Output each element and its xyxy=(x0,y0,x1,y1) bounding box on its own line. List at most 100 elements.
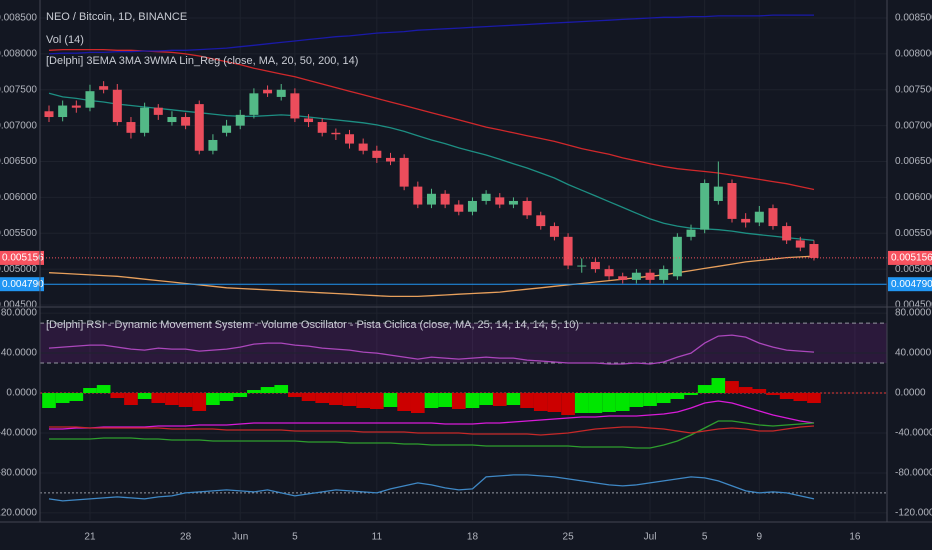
candle-body xyxy=(58,105,68,118)
histogram-bar xyxy=(547,393,562,413)
x-tick-label: 21 xyxy=(84,532,96,543)
histogram-bar xyxy=(274,385,289,394)
candle-body xyxy=(413,186,423,205)
candle-body xyxy=(563,236,573,266)
candle-body xyxy=(208,139,218,151)
candle-body xyxy=(467,200,477,212)
histogram-bar xyxy=(329,393,343,406)
histogram-bar xyxy=(315,393,330,404)
candle-body xyxy=(659,269,669,280)
histogram-bar xyxy=(356,393,371,409)
indicator-label: Vol (14) xyxy=(46,34,84,46)
candle-body xyxy=(727,183,737,219)
histogram-bar xyxy=(233,393,248,398)
candle-body xyxy=(44,111,54,118)
histogram-bar xyxy=(561,393,575,415)
candle-body xyxy=(672,236,682,277)
x-tick-label: Jun xyxy=(232,532,248,543)
price-label-box xyxy=(0,250,44,265)
y-tick-label: 0.0000 xyxy=(895,388,926,399)
y-tick-label: 0.007500 xyxy=(895,84,932,95)
candle-body xyxy=(372,150,382,158)
indicator-line xyxy=(48,474,815,502)
x-tick-label: 16 xyxy=(849,532,861,543)
candle-body xyxy=(495,197,505,205)
y-tick-label: -120.0000 xyxy=(895,508,932,519)
candle-body xyxy=(686,229,696,237)
histogram-bar xyxy=(69,393,84,402)
x-tick-label: 25 xyxy=(563,532,575,543)
candle-body xyxy=(249,93,259,115)
y-tick-label: 0.005500 xyxy=(0,228,37,239)
histogram-bar xyxy=(752,389,767,394)
histogram-bar xyxy=(520,393,534,409)
histogram-bar xyxy=(533,393,548,412)
candle-body xyxy=(386,157,395,162)
histogram-bar xyxy=(83,388,97,394)
price-label: 0.004790 xyxy=(891,279,932,290)
candle-body xyxy=(768,208,778,227)
candle-body xyxy=(426,193,436,205)
candle-body xyxy=(741,218,751,223)
candle-body xyxy=(194,104,204,151)
indicator-line xyxy=(48,14,814,55)
y-tick-label: 0.006000 xyxy=(0,192,37,203)
histogram-bar xyxy=(137,393,152,400)
candle-body xyxy=(304,118,314,123)
candle-body xyxy=(140,107,150,133)
histogram-bar xyxy=(247,390,261,394)
histogram-bar xyxy=(492,393,507,407)
y-tick-label: -120.0000 xyxy=(0,508,37,519)
histogram-bar xyxy=(656,393,671,404)
candle-body xyxy=(153,107,163,115)
candle-body xyxy=(782,226,792,241)
histogram-bar xyxy=(438,393,452,408)
candle-body xyxy=(454,204,464,212)
histogram-bar xyxy=(260,387,275,394)
histogram-bar xyxy=(206,393,220,406)
candle-body xyxy=(700,183,710,230)
x-tick-label: Jul xyxy=(644,532,657,543)
histogram-bar xyxy=(574,393,589,414)
y-tick-label: -80.0000 xyxy=(895,468,932,479)
histogram-bar xyxy=(288,393,302,398)
candle-body xyxy=(222,125,232,133)
y-tick-label: 0.007000 xyxy=(895,120,932,131)
histogram-bar xyxy=(342,393,357,407)
indicator-line xyxy=(49,420,815,449)
candle-body xyxy=(99,86,109,90)
histogram-bar xyxy=(629,393,644,408)
histogram-bar xyxy=(383,393,398,408)
histogram-bar xyxy=(725,381,739,394)
histogram-bar xyxy=(124,393,138,406)
candle-body xyxy=(85,91,95,108)
candle-body xyxy=(290,93,300,119)
oscillator-title: [Delphi] RSI - Dynamic Movement System -… xyxy=(46,319,579,331)
indicator-line xyxy=(48,48,815,191)
candle-body xyxy=(754,211,764,223)
y-tick-label: 40.0000 xyxy=(895,348,932,359)
histogram-bar xyxy=(807,393,821,404)
histogram-bar xyxy=(465,393,480,409)
candle-body xyxy=(481,193,491,201)
histogram-bar xyxy=(684,393,698,396)
y-tick-label: 0.005500 xyxy=(895,228,932,239)
histogram-bar xyxy=(588,393,603,414)
histogram-bar xyxy=(397,393,411,412)
y-tick-label: 40.0000 xyxy=(1,348,38,359)
y-tick-label: -80.0000 xyxy=(0,468,37,479)
histogram-bar xyxy=(110,393,125,399)
x-tick-label: 9 xyxy=(757,532,763,543)
candle-body xyxy=(795,240,805,248)
histogram-bar xyxy=(424,393,439,409)
histogram-bar xyxy=(370,393,384,410)
y-tick-label: 0.006500 xyxy=(0,156,37,167)
histogram-bar xyxy=(192,393,207,412)
candle-body xyxy=(809,244,819,258)
x-tick-label: 28 xyxy=(180,532,192,543)
y-tick-label: -40.0000 xyxy=(0,428,37,439)
candle-body xyxy=(713,186,723,201)
histogram-bar xyxy=(42,393,56,409)
candle-body xyxy=(317,122,327,133)
candle-body xyxy=(440,193,450,205)
